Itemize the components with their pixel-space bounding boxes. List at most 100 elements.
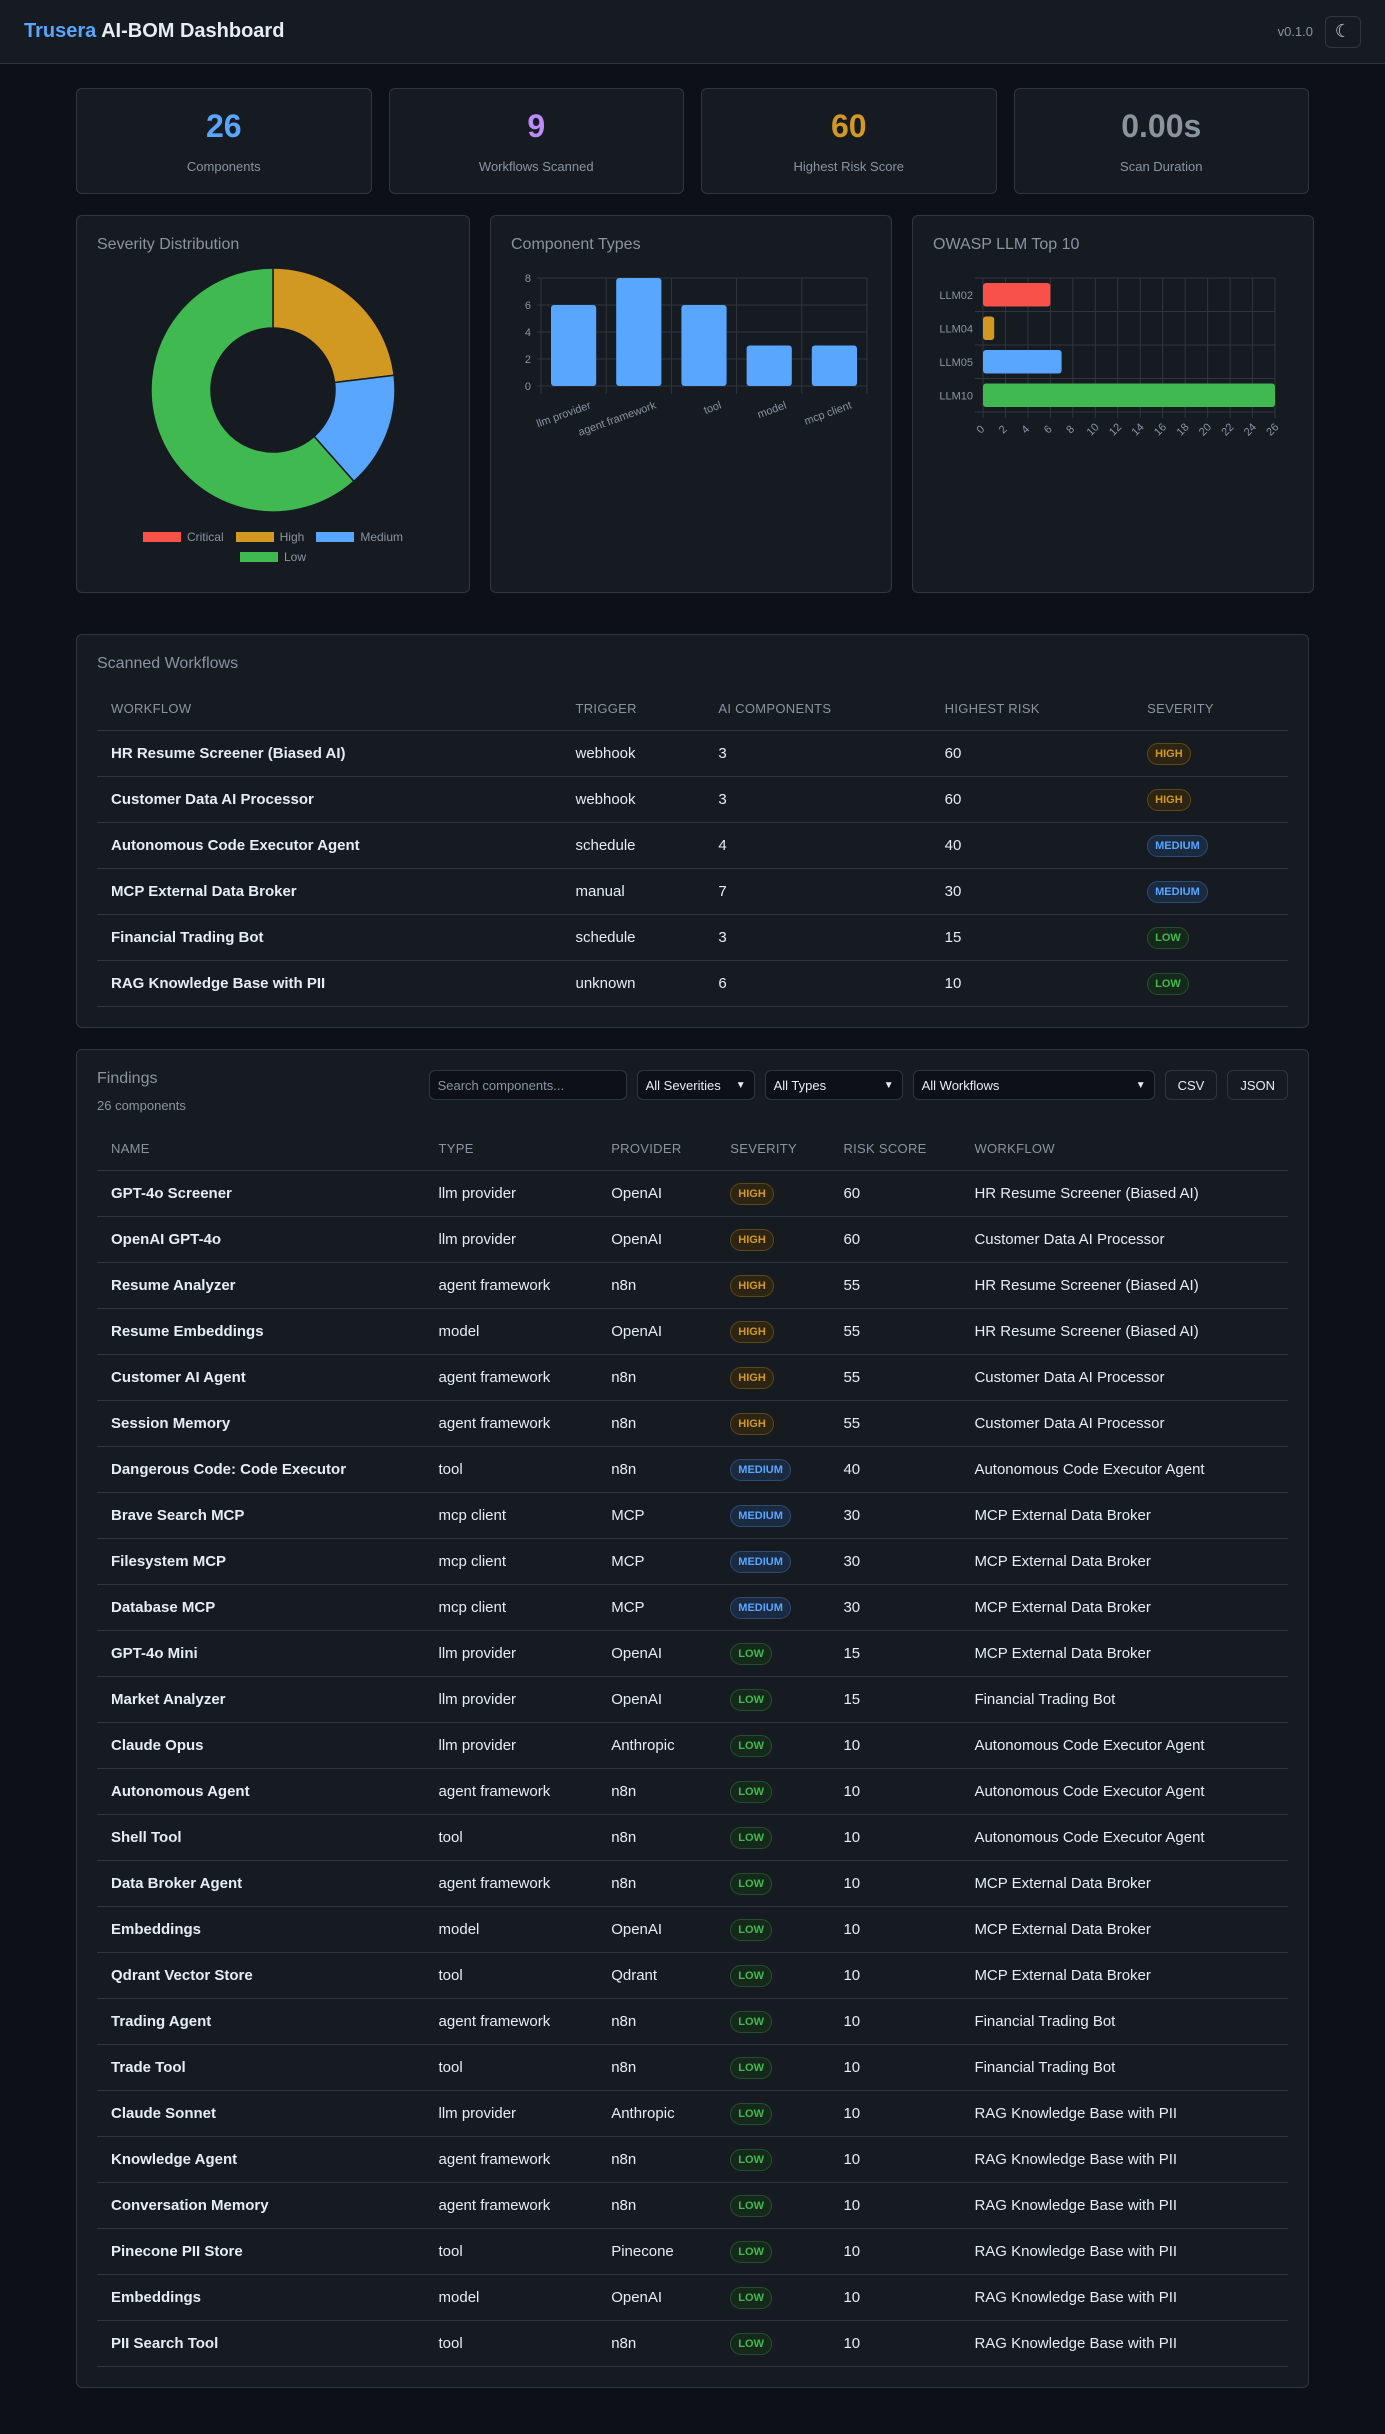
legend-item[interactable]: Low [239,550,306,564]
table-row[interactable]: Customer Data AI Processor webhook 3 60 HIGH [97,776,1288,823]
table-row[interactable]: Conversation Memory agent framework n8n LOW… [97,2182,1288,2229]
column-header[interactable]: WORKFLOW [97,687,562,731]
svg-text:4: 4 [525,327,531,339]
table-row[interactable]: Autonomous Code Executor Agent schedule 4 4… [97,822,1288,869]
table-row[interactable]: PII Search Tool tool n8n LOW 10 RAG Knowledge… [97,2320,1288,2367]
table-row[interactable]: Trading Agent agent framework n8n LOW 10 Fina… [97,1998,1288,2045]
severity-filter-select[interactable]: All Severities ▼ [636,1070,755,1100]
workflow-trigger: webhook [561,776,705,823]
component-name: Embeddings [97,1906,425,1953]
table-row[interactable]: RAG Knowledge Base with PII unknown 6 10 LOW [97,960,1288,1007]
export-json-button[interactable]: JSON [1227,1070,1288,1100]
column-header[interactable]: SEVERITY [1133,687,1288,731]
table-row[interactable]: Resume Analyzer agent framework n8n HIGH 55 H… [97,1262,1288,1309]
component-risk-score: 30 [829,1538,961,1585]
bar[interactable] [811,345,857,387]
table-row[interactable]: HR Resume Screener (Biased AI) webhook 3 60… [97,730,1288,777]
component-risk-score: 10 [829,1722,961,1769]
component-name: Brave Search MCP [97,1492,425,1539]
component-name: Conversation Memory [97,2182,425,2229]
table-row[interactable]: MCP External Data Broker manual 7 30 MEDIUM [97,868,1288,915]
stat-card: 60 Highest Risk Score [701,88,997,194]
bar[interactable] [746,345,792,387]
svg-text:20: 20 [1197,421,1214,438]
component-name: Pinecone PII Store [97,2228,425,2275]
table-row[interactable]: Claude Opus llm provider Anthropic LOW 10 Aut… [97,1722,1288,1769]
table-row[interactable]: Embeddings model OpenAI LOW 10 RAG Knowledge … [97,2274,1288,2321]
hbar[interactable] [983,350,1062,374]
donut-slice-low[interactable] [150,267,355,513]
component-risk-score: 10 [829,1906,961,1953]
hbar[interactable] [983,383,1275,408]
table-row[interactable]: Database MCP mcp client MCP MEDIUM 30 MCP Ext… [97,1584,1288,1631]
table-row[interactable]: Shell Tool tool n8n LOW 10 Autonomous Code Ex… [97,1814,1288,1861]
table-row[interactable]: Brave Search MCP mcp client MCP MEDIUM 30 MCP… [97,1492,1288,1539]
table-row[interactable]: Qdrant Vector Store tool Qdrant LOW 10 MCP Ex… [97,1952,1288,1999]
component-risk-score: 10 [829,2136,961,2183]
theme-toggle-button[interactable]: ☾ [1325,15,1361,48]
bar[interactable] [616,278,662,386]
legend-label: Low [283,550,306,564]
column-header[interactable]: PROVIDER [597,1127,717,1171]
component-provider: Anthropic [597,2090,717,2137]
table-row[interactable]: Pinecone PII Store tool Pinecone LOW 10 RAG K… [97,2228,1288,2275]
component-provider: OpenAI [597,1906,717,1953]
column-header[interactable]: SEVERITY [716,1127,830,1171]
table-row[interactable]: Data Broker Agent agent framework n8n LOW 10… [97,1860,1288,1907]
column-header[interactable]: RISK SCORE [829,1127,961,1171]
table-row[interactable]: Autonomous Agent agent framework n8n LOW 10 A… [97,1768,1288,1815]
hbar[interactable] [983,316,995,341]
findings-count: 26 components [97,1098,186,1113]
component-provider: MCP [597,1538,717,1585]
workflows-table: WORKFLOW TRIGGER AI COMPONENTS HIGHEST RISK… [97,687,1288,1007]
table-row[interactable]: Embeddings model OpenAI LOW 10 MCP External D… [97,1906,1288,1953]
column-header[interactable]: NAME [97,1127,425,1171]
stat-value: 60 [830,108,867,144]
legend-item[interactable]: Critical [142,530,224,544]
table-row[interactable]: Filesystem MCP mcp client MCP MEDIUM 30 MCP E… [97,1538,1288,1585]
workflow-filter-select[interactable]: All Workflows ▼ [912,1070,1155,1100]
component-type: mcp client [424,1584,598,1631]
table-row[interactable]: Knowledge Agent agent framework n8n LOW 10 RA… [97,2136,1288,2183]
donut-slice-high[interactable] [272,267,395,384]
table-row[interactable]: Financial Trading Bot schedule 3 15 LOW [97,914,1288,961]
table-row[interactable]: Customer AI Agent agent framework n8n HIGH 5… [97,1354,1288,1401]
component-workflow: RAG Knowledge Base with PII [960,2228,1288,2275]
table-row[interactable]: OpenAI GPT-4o llm provider OpenAI HIGH 60 Cus… [97,1216,1288,1263]
moon-icon: ☾ [1334,21,1352,41]
table-row[interactable]: Session Memory agent framework n8n HIGH 55 Cu… [97,1400,1288,1447]
legend-item[interactable]: Medium [316,530,403,544]
legend-item[interactable]: High [235,530,304,544]
bar[interactable] [551,305,597,386]
severity-badge: LOW [730,2010,772,2033]
hbar[interactable] [983,283,1051,307]
workflow-name: Autonomous Code Executor Agent [97,822,562,869]
column-header[interactable]: WORKFLOW [960,1127,1288,1171]
table-row[interactable]: GPT-4o Mini llm provider OpenAI LOW 15 MCP Ex… [97,1630,1288,1677]
legend-swatch [235,532,274,542]
table-row[interactable]: Market Analyzer llm provider OpenAI LOW 15 Fi… [97,1676,1288,1723]
component-workflow: RAG Knowledge Base with PII [960,2274,1288,2321]
component-type: tool [424,2320,598,2367]
bar[interactable] [681,305,727,386]
workflow-risk: 30 [930,868,1134,915]
component-type: llm provider [424,1722,598,1769]
component-workflow: Financial Trading Bot [960,1998,1288,2045]
column-header[interactable]: AI COMPONENTS [704,687,931,731]
table-row[interactable]: Dangerous Code: Code Executor tool n8n MEDI… [97,1446,1288,1493]
severity-badge: HIGH [730,1228,774,1251]
table-row[interactable]: GPT-4o Screener llm provider OpenAI HIGH 60 H… [97,1170,1288,1217]
table-row[interactable]: Trade Tool tool n8n LOW 10 Financial Trading … [97,2044,1288,2091]
column-header[interactable]: HIGHEST RISK [930,687,1134,731]
type-filter-select[interactable]: All Types ▼ [764,1070,903,1100]
stat-card: 9 Workflows Scanned [388,88,684,194]
column-header[interactable]: TRIGGER [561,687,705,731]
table-row[interactable]: Resume Embeddings model OpenAI HIGH 55 HR Res… [97,1308,1288,1355]
export-csv-button[interactable]: CSV [1164,1070,1218,1100]
table-row[interactable]: Claude Sonnet llm provider Anthropic LOW 10 R… [97,2090,1288,2137]
column-header[interactable]: TYPE [424,1127,598,1171]
search-input[interactable]: Search components... [428,1070,627,1100]
component-name: Knowledge Agent [97,2136,425,2183]
component-workflow: MCP External Data Broker [960,1538,1288,1585]
component-severity: LOW [716,1906,830,1953]
